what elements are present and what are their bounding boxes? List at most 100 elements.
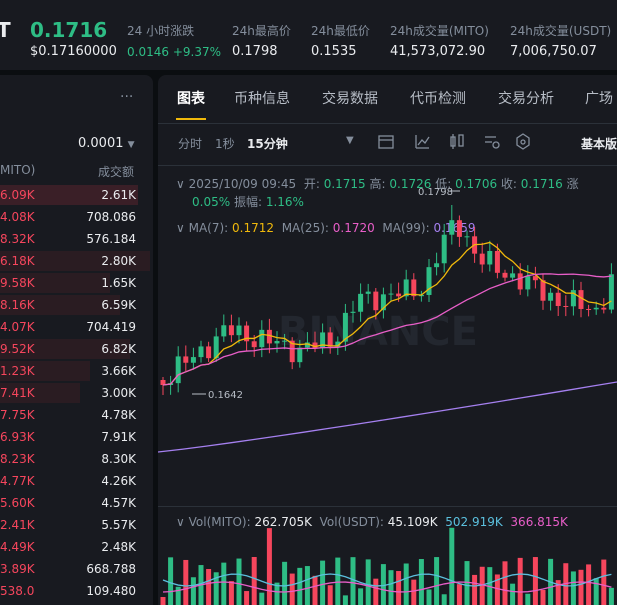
order-cell: 1.65K (101, 276, 136, 290)
volume-bar (608, 587, 614, 605)
order-cell: 7.75K (0, 408, 35, 422)
candle-body (259, 329, 265, 348)
interval[interactable]: 分时 (178, 137, 203, 151)
candle-body (494, 250, 500, 273)
ohlc-row: 0.05% 振幅: 1.16% (192, 193, 304, 210)
order-cell: 3.89K (0, 562, 35, 576)
volume-bar (190, 577, 196, 605)
tab[interactable]: 代币检测 (410, 91, 466, 107)
ohlc-label: 开: (303, 177, 320, 191)
ohlc-label: 收: (500, 177, 517, 191)
vol-value: 262.705K (254, 515, 312, 529)
candle-body (479, 253, 485, 265)
stat-label: 24h成交量(USDT) (510, 24, 612, 38)
price-usd: $0.17160000 (30, 44, 117, 59)
order-cell: 704.419 (86, 320, 136, 334)
volume-bar (586, 564, 592, 605)
tab[interactable]: 交易数据 (322, 91, 378, 107)
watermark: BINANCE (278, 309, 478, 355)
volume-bar (304, 566, 310, 605)
ma99-line (158, 381, 617, 453)
volume-bar (206, 569, 212, 605)
precision-value[interactable]: 0.0001 (78, 136, 124, 151)
candle-body (502, 272, 508, 278)
column-header: 成交额 (98, 165, 135, 179)
interval[interactable]: 1秒 (215, 137, 235, 151)
menu[interactable]: ··· (120, 89, 134, 105)
order-cell: 4.57K (101, 496, 136, 510)
candle-body (190, 357, 196, 363)
candle-body (434, 263, 440, 268)
order-cell: 6.93K (0, 430, 35, 444)
volume-bar (418, 559, 424, 605)
volume-bar (601, 559, 607, 605)
order-cell: 6.59K (101, 298, 136, 312)
candle-body (228, 325, 234, 336)
volume-bar (388, 570, 394, 605)
order-cell: 2.48K (101, 540, 136, 554)
volume-bar (449, 527, 455, 605)
depth-bar (0, 185, 138, 205)
candle-body (335, 341, 341, 347)
tab-active[interactable]: 图表 (177, 91, 205, 107)
ma-label: MA(7): (188, 221, 229, 235)
toolbar-icons[interactable] (376, 131, 536, 153)
order-cell: 6.09K (0, 188, 35, 202)
candle-body (358, 293, 364, 312)
order-cell: 708.086 (86, 210, 136, 224)
volume-bar (396, 571, 402, 605)
candle-body (525, 276, 531, 290)
dropdown-arrow[interactable]: ▼ (346, 135, 354, 146)
candle-body (532, 276, 538, 281)
ma7-line (162, 241, 612, 386)
ohlc-value: 0.1726 (389, 177, 432, 191)
precision[interactable]: 0.0001 ▼ (78, 136, 135, 151)
volume-bar (297, 567, 303, 605)
order-cell: 4.08K (0, 210, 35, 224)
volume-bar (320, 560, 326, 605)
change-percent: +9.37% (172, 45, 222, 59)
volume-bar (464, 561, 470, 605)
stat-label: 24h最高价 (232, 24, 291, 38)
volume-row: ∨ Vol(MITO): 262.705K Vol(USDT): 45.109K… (176, 515, 568, 529)
order-cell: 2.41K (0, 518, 35, 532)
volume-bar (403, 563, 409, 605)
volume-bar (494, 574, 500, 605)
volume-bar (221, 562, 227, 605)
volume-bar (175, 586, 181, 605)
volume-bar (251, 557, 257, 605)
tab[interactable]: 交易分析 (498, 91, 554, 107)
change-value: 0.0146 (127, 45, 169, 59)
date: 2025/10/09 09:45 (188, 177, 297, 191)
peak-label: 0.1798 (418, 187, 453, 198)
candle-body (608, 274, 614, 310)
volume-bar (160, 597, 166, 605)
order-cell: 8.23K (0, 452, 35, 466)
candle-body (464, 236, 470, 238)
price: 0.1716 (30, 18, 108, 42)
volume-bar (411, 579, 417, 605)
symbol: T (0, 18, 11, 42)
candle-body (206, 346, 212, 359)
ohlc-value: 0.1715 (323, 177, 366, 191)
vol-ma: 502.919K (445, 515, 503, 529)
vol-label: Vol(USDT): (319, 515, 384, 529)
depth-bar (0, 273, 110, 293)
candle-body (289, 340, 295, 363)
tab[interactable]: 广场 (585, 91, 613, 107)
candle-body (578, 290, 584, 309)
order-cell: 5.60K (0, 496, 35, 510)
order-cell: 4.07K (0, 320, 35, 334)
volume-bar (441, 594, 447, 605)
candle-body (403, 279, 409, 297)
stat-value: 0.1535 (311, 44, 357, 59)
tab[interactable]: 币种信息 (234, 91, 290, 107)
ma-value: 0.1712 (232, 221, 275, 235)
order-cell: 9.52K (0, 342, 35, 356)
volume-bar (426, 589, 432, 605)
interval-active[interactable]: 15分钟 (247, 137, 288, 151)
order-cell: 6.82K (101, 342, 136, 356)
view-mode[interactable]: 基本版 (581, 137, 617, 151)
candle-body (517, 273, 523, 290)
volume-bar (228, 581, 234, 605)
